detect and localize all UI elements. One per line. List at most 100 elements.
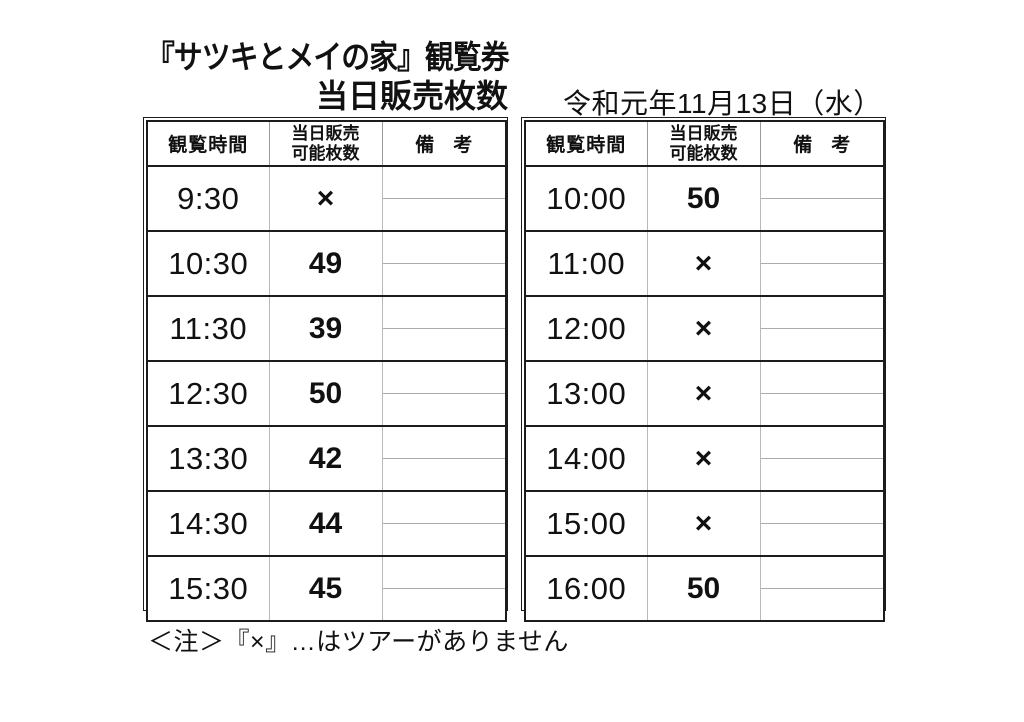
remark-lower-half bbox=[761, 329, 884, 360]
remark-lower-half bbox=[383, 264, 506, 295]
table-header-row: 観覧時間 当日販売 可能枚数 備 考 bbox=[147, 121, 506, 167]
count-cell: × bbox=[646, 361, 761, 426]
table-row: 10:00 50 bbox=[525, 166, 884, 231]
col-header-viewing-time: 観覧時間 bbox=[147, 121, 269, 167]
time-cell: 11:30 bbox=[169, 310, 248, 346]
remark-upper-half bbox=[760, 167, 883, 199]
table-row: 9:30 × bbox=[147, 166, 506, 231]
time-cell: 10:30 bbox=[168, 245, 249, 281]
page-subtitle: 当日販売枚数 bbox=[315, 78, 508, 114]
count-cell: × bbox=[646, 426, 761, 491]
count-cell: × bbox=[646, 296, 761, 361]
table-row: 12:00 × bbox=[525, 296, 884, 361]
remark-split bbox=[760, 297, 884, 360]
table-row: 15:00 × bbox=[525, 491, 884, 556]
count-cell: 45 bbox=[268, 556, 383, 621]
time-cell: 15:00 bbox=[546, 505, 627, 541]
remark-upper-half bbox=[760, 362, 883, 394]
remark-cell bbox=[382, 166, 506, 231]
remark-cell bbox=[760, 361, 884, 426]
time-cell: 10:00 bbox=[546, 180, 627, 216]
remark-split bbox=[760, 167, 884, 230]
date-label: 令和元年11月13日（水） bbox=[563, 88, 882, 119]
remark-cell bbox=[382, 231, 506, 296]
count-cell: × bbox=[646, 491, 761, 556]
remark-lower-half bbox=[761, 524, 884, 555]
remark-lower-half bbox=[383, 329, 506, 360]
col-header-available-count: 当日販売 可能枚数 bbox=[268, 121, 383, 167]
remark-lower-half bbox=[761, 459, 884, 490]
table-row: 16:00 50 bbox=[525, 556, 884, 621]
page-title: 『サツキとメイの家』観覧券 bbox=[146, 39, 510, 75]
col-header-available-count-line1: 当日販売 bbox=[291, 123, 360, 143]
remark-cell bbox=[760, 556, 884, 621]
title-block: 『サツキとメイの家』観覧券 当日販売枚数 bbox=[146, 38, 510, 116]
time-cell: 13:00 bbox=[546, 375, 627, 411]
remark-upper-half bbox=[382, 297, 505, 329]
col-header-available-count-line2: 可能枚数 bbox=[291, 143, 360, 163]
count-cell: 49 bbox=[268, 231, 383, 296]
remark-cell bbox=[760, 231, 884, 296]
count-cell: × bbox=[646, 231, 761, 296]
morning-sales-table: 観覧時間 当日販売 可能枚数 備 考 9:30 × 10:30 49 bbox=[146, 120, 507, 622]
time-cell: 13:30 bbox=[168, 440, 249, 476]
remark-upper-half bbox=[760, 492, 883, 524]
remark-cell bbox=[382, 556, 506, 621]
time-cell: 15:30 bbox=[168, 570, 249, 606]
time-cell: 9:30 bbox=[177, 180, 240, 216]
time-cell: 14:00 bbox=[546, 440, 627, 476]
remark-cell bbox=[382, 426, 506, 491]
remark-lower-half bbox=[383, 459, 506, 490]
afternoon-sales-table-frame: 観覧時間 当日販売 可能枚数 備 考 10:00 50 11:00 × bbox=[521, 117, 886, 622]
remark-cell bbox=[760, 296, 884, 361]
remark-upper-half bbox=[760, 427, 883, 459]
remark-lower-half bbox=[761, 394, 884, 425]
table-row: 12:30 50 bbox=[147, 361, 506, 426]
afternoon-sales-table: 観覧時間 当日販売 可能枚数 備 考 10:00 50 11:00 × bbox=[524, 120, 885, 622]
remark-split bbox=[760, 362, 884, 425]
remark-split bbox=[382, 297, 506, 360]
remark-split bbox=[760, 492, 884, 555]
col-header-remarks: 備 考 bbox=[760, 121, 884, 167]
time-cell: 11:00 bbox=[547, 245, 626, 281]
remark-upper-half bbox=[760, 232, 883, 264]
remark-split bbox=[382, 232, 506, 295]
remark-split bbox=[382, 362, 506, 425]
count-cell: 42 bbox=[268, 426, 383, 491]
table-row: 11:30 39 bbox=[147, 296, 506, 361]
col-header-available-count-line2: 可能枚数 bbox=[669, 143, 738, 163]
remark-split bbox=[760, 232, 884, 295]
remark-lower-half bbox=[383, 524, 506, 555]
col-header-available-count-line1: 当日販売 bbox=[669, 123, 738, 143]
table-row: 10:30 49 bbox=[147, 231, 506, 296]
remark-upper-half bbox=[382, 232, 505, 264]
remark-lower-half bbox=[761, 264, 884, 295]
remark-split bbox=[382, 557, 506, 620]
count-cell: 50 bbox=[646, 166, 761, 231]
remark-lower-half bbox=[761, 589, 884, 620]
table-row: 13:30 42 bbox=[147, 426, 506, 491]
remark-lower-half bbox=[383, 394, 506, 425]
remark-lower-half bbox=[761, 199, 884, 230]
count-cell: 39 bbox=[268, 296, 383, 361]
time-cell: 14:30 bbox=[168, 505, 249, 541]
remark-cell bbox=[760, 491, 884, 556]
remark-lower-half bbox=[383, 589, 506, 620]
col-header-remarks: 備 考 bbox=[382, 121, 506, 167]
remark-split bbox=[382, 492, 506, 555]
remark-upper-half bbox=[760, 557, 883, 589]
time-cell: 16:00 bbox=[546, 570, 627, 606]
count-cell: 44 bbox=[268, 491, 383, 556]
col-header-viewing-time: 観覧時間 bbox=[525, 121, 647, 167]
remark-upper-half bbox=[382, 167, 505, 199]
table-row: 11:00 × bbox=[525, 231, 884, 296]
remark-lower-half bbox=[383, 199, 506, 230]
remark-split bbox=[382, 427, 506, 490]
table-row: 14:00 × bbox=[525, 426, 884, 491]
remark-cell bbox=[382, 491, 506, 556]
remark-upper-half bbox=[760, 297, 883, 329]
col-header-available-count: 当日販売 可能枚数 bbox=[646, 121, 761, 167]
remark-upper-half bbox=[382, 557, 505, 589]
morning-sales-table-frame: 観覧時間 当日販売 可能枚数 備 考 9:30 × 10:30 49 bbox=[143, 117, 508, 622]
